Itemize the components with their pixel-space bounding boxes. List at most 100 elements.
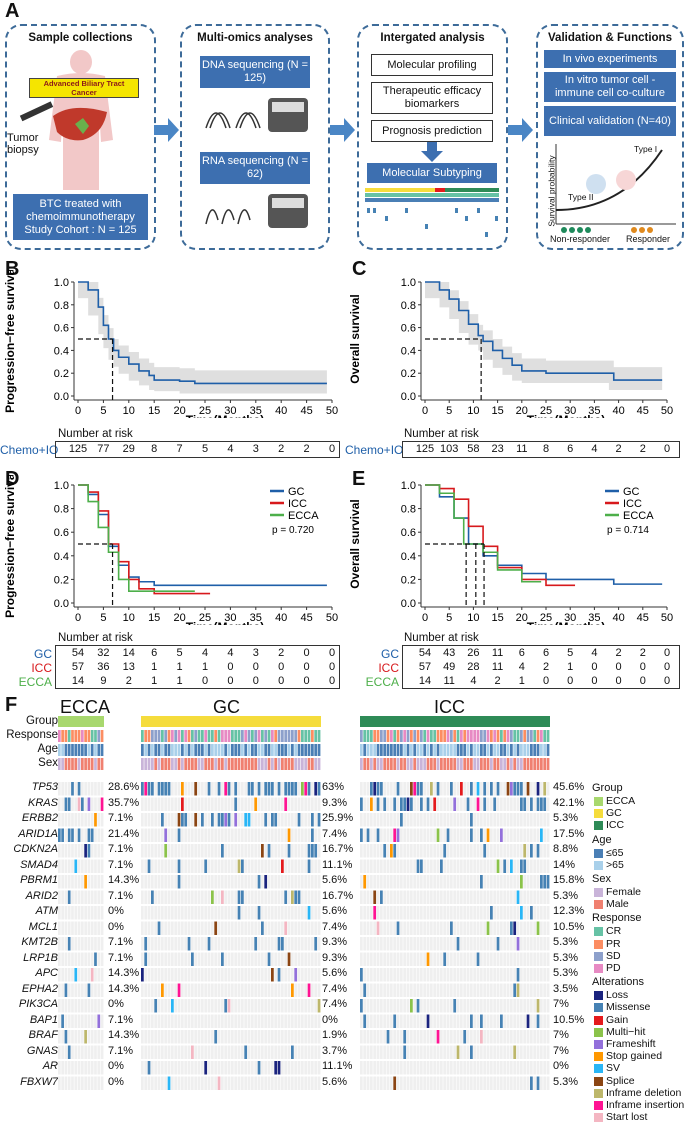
gene-cell-bg xyxy=(383,782,387,796)
risk-value: 11 xyxy=(443,675,455,687)
gene-cell-bg xyxy=(456,828,460,842)
pct-icc: 5.3% xyxy=(553,951,579,964)
gene-cell-bg xyxy=(520,844,523,858)
gene-cell-bg xyxy=(466,1061,470,1075)
risk-value: 9 xyxy=(100,675,107,687)
gene-cell-bg xyxy=(194,983,198,997)
gene-cell-bg xyxy=(490,828,493,842)
gene-cell-bg xyxy=(231,1061,234,1075)
gene-cell-bg xyxy=(281,828,284,842)
gene-cell-bg xyxy=(261,813,264,827)
alteration-mark xyxy=(87,844,91,858)
gene-cell-bg xyxy=(486,797,490,811)
gene-cell-bg xyxy=(271,1014,274,1028)
gene-cell-bg xyxy=(533,937,537,951)
gene-cell-bg xyxy=(500,859,503,873)
gene-cell-bg xyxy=(443,937,447,951)
gene-cell-bg xyxy=(287,1061,291,1075)
gene-cell-bg xyxy=(291,844,294,858)
response-cell xyxy=(314,730,318,742)
gene-cell-bg xyxy=(433,859,437,873)
gene-cell-bg xyxy=(483,1014,487,1028)
response-cell xyxy=(261,730,264,742)
gene-cell-bg xyxy=(231,797,234,811)
age-cell xyxy=(426,744,430,756)
gene-label: ARID1A xyxy=(18,827,58,840)
alteration-mark xyxy=(254,937,258,951)
gene-cell-bg xyxy=(100,782,104,796)
gene-cell-bg xyxy=(410,1014,413,1028)
gene-cell-bg xyxy=(167,968,171,982)
gene-cell-bg xyxy=(516,999,520,1013)
alteration-mark xyxy=(440,859,443,873)
gene-cell-bg xyxy=(64,875,68,889)
gene-cell-bg xyxy=(187,906,191,920)
gene-cell-bg xyxy=(473,890,477,904)
gene-cell-bg xyxy=(420,828,423,842)
risk-value: 3 xyxy=(252,443,259,455)
y-tick-label: 1.0 xyxy=(54,277,69,289)
gene-cell-bg xyxy=(317,952,321,966)
gene-cell-bg xyxy=(81,1045,84,1059)
alteration-mark xyxy=(307,844,311,858)
gene-cell-bg xyxy=(237,1045,241,1059)
gene-cell-bg xyxy=(376,937,380,951)
alteration-mark xyxy=(100,797,104,811)
gene-cell-bg xyxy=(493,937,497,951)
response-cell xyxy=(94,730,97,742)
gene-cell-bg xyxy=(376,1076,380,1090)
alteration-mark xyxy=(470,1014,473,1028)
gene-cell-bg xyxy=(164,921,168,935)
alteration-mark xyxy=(513,782,517,796)
pct-ecca: 7.1% xyxy=(108,936,134,948)
gene-cell-bg xyxy=(483,952,487,966)
sex-cell xyxy=(513,758,517,770)
alteration-mark xyxy=(543,875,547,889)
gene-cell-bg xyxy=(81,1061,84,1075)
risk-value: 2 xyxy=(494,675,501,687)
gene-cell-bg xyxy=(443,797,447,811)
gene-cell-bg xyxy=(207,1045,211,1059)
alteration-mark xyxy=(254,797,258,811)
gene-cell-bg xyxy=(453,937,457,951)
gene-cell-bg xyxy=(443,921,447,935)
risk-value: 0 xyxy=(303,675,310,687)
gene-cell-bg xyxy=(540,999,543,1013)
gene-cell-bg xyxy=(74,797,78,811)
gene-cell-bg xyxy=(410,952,413,966)
gene-label: MCL1 xyxy=(28,920,58,933)
alteration-mark xyxy=(363,1014,367,1028)
pct-icc: 14% xyxy=(553,858,576,871)
gene-cell-bg xyxy=(211,952,214,966)
gene-cell-bg xyxy=(386,1014,390,1028)
legend-swatch xyxy=(594,1101,603,1110)
gene-cell-bg xyxy=(456,1061,460,1075)
gene-cell-bg xyxy=(167,937,171,951)
gene-cell-bg xyxy=(476,1045,480,1059)
gene-cell-bg xyxy=(204,844,208,858)
gene-cell-bg xyxy=(513,875,517,889)
x-tick-label: 20 xyxy=(516,405,528,417)
gene-cell-bg xyxy=(386,1061,390,1075)
gene-cell-bg xyxy=(506,859,510,873)
gene-cell-bg xyxy=(144,1061,148,1075)
response-cell xyxy=(503,730,507,742)
alteration-mark xyxy=(490,906,493,920)
gene-cell-bg xyxy=(201,859,204,873)
gene-label: EPHA2 xyxy=(21,982,58,995)
gene-cell-bg xyxy=(237,921,241,935)
gene-cell-bg xyxy=(81,952,84,966)
gene-cell-bg xyxy=(540,906,543,920)
gene-cell-bg xyxy=(217,983,221,997)
gene-cell-bg xyxy=(453,1014,457,1028)
gene-cell-bg xyxy=(297,921,301,935)
gene-cell-bg xyxy=(473,1030,477,1044)
gene-cell-bg xyxy=(224,1076,228,1090)
gene-cell-bg xyxy=(470,999,473,1013)
gene-cell-bg xyxy=(221,983,224,997)
gene-cell-bg xyxy=(211,1061,214,1075)
alteration-mark xyxy=(244,1045,248,1059)
gene-cell-bg xyxy=(473,1061,477,1075)
gene-cell-bg xyxy=(261,782,264,796)
gene-cell-bg xyxy=(473,875,477,889)
